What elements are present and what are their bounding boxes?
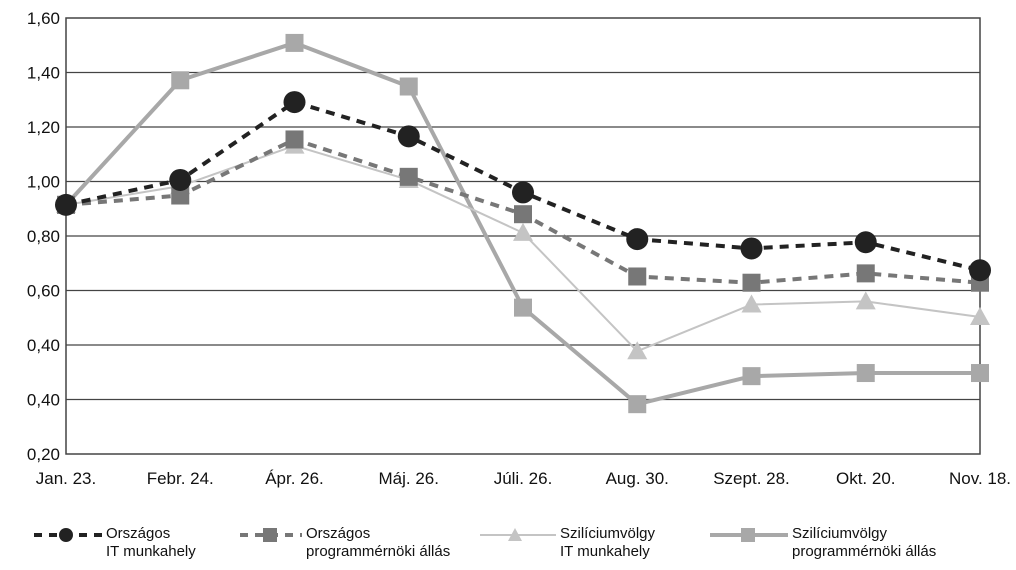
data-point (513, 222, 533, 241)
x-axis-labels: Jan. 23. Febr. 24. Ápr. 26. Máj. 26. Júli. 2… (36, 469, 1011, 488)
y-tick-label: 0,40 (27, 391, 60, 410)
data-point (169, 168, 192, 191)
data-point (628, 395, 647, 414)
y-axis-labels: 0,20 0,40 0,40 0,60 0,80 1,00 1,20 1,40 1,60 (27, 9, 60, 464)
y-tick-label: 0,20 (27, 445, 60, 464)
y-tick-label: 1,20 (27, 118, 60, 137)
data-point (855, 291, 876, 310)
data-point (399, 167, 418, 186)
data-point (626, 228, 649, 251)
data-point (55, 193, 77, 216)
y-tick-label: 1,00 (27, 173, 60, 192)
series-line (65, 144, 981, 353)
y-tick-label: 1,40 (27, 64, 60, 83)
data-point (742, 273, 761, 292)
data-point (740, 237, 763, 260)
x-tick-label: Szept. 28. (713, 469, 790, 488)
data-point (741, 294, 762, 313)
x-tick-label: Okt. 20. (836, 469, 896, 488)
data-point (514, 298, 532, 317)
y-tick-label: 1,60 (27, 9, 60, 28)
series-group (55, 33, 991, 414)
x-tick-label: Máj. 26. (379, 469, 439, 488)
data-point (171, 186, 190, 205)
y-tick-label: 0,80 (27, 227, 60, 246)
data-point (399, 77, 418, 96)
data-point (627, 341, 648, 360)
series-2 (57, 130, 989, 292)
data-point (285, 33, 304, 52)
data-point (856, 364, 875, 383)
data-point (397, 125, 420, 148)
data-point (512, 181, 534, 204)
data-point (742, 367, 761, 386)
data-point (856, 264, 875, 283)
y-tick-label: 0,60 (27, 282, 60, 301)
x-tick-label: Febr. 24. (147, 469, 214, 488)
x-tick-label: Júli. 26. (494, 469, 553, 488)
data-point (854, 231, 877, 254)
x-tick-label: Aug. 30. (606, 469, 669, 488)
data-point (283, 91, 306, 114)
data-point (171, 71, 190, 90)
data-point (514, 205, 532, 224)
data-point (628, 267, 647, 286)
x-tick-label: Nov. 18. (949, 469, 1011, 488)
data-point (971, 364, 989, 383)
data-point (969, 259, 991, 282)
x-tick-label: Ápr. 26. (265, 469, 324, 488)
gridlines (65, 17, 981, 455)
data-point (970, 306, 990, 325)
series-4 (57, 33, 989, 414)
data-point (285, 130, 304, 149)
x-tick-label: Jan. 23. (36, 469, 97, 488)
series-1 (55, 91, 991, 282)
y-tick-label: 0,40 (27, 336, 60, 355)
